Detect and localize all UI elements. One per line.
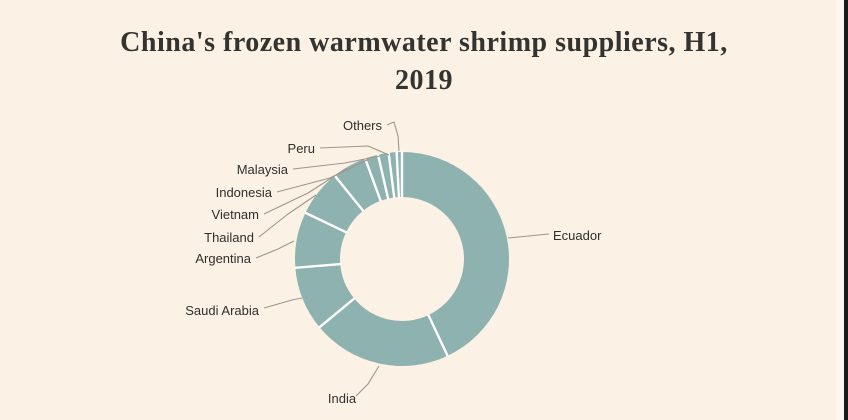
slice-separator	[294, 262, 341, 269]
slice-label-saudi-arabia: Saudi Arabia	[185, 303, 259, 318]
slice-label-argentina: Argentina	[195, 251, 251, 266]
slice-separator	[395, 151, 401, 198]
slice-label-indonesia: Indonesia	[216, 185, 273, 200]
right-edge-dark-bar	[844, 0, 848, 420]
slice-separator	[333, 174, 365, 212]
slice-label-malaysia: Malaysia	[237, 162, 289, 177]
leader-line-others	[386, 121, 400, 152]
slice-label-thailand: Thailand	[204, 230, 254, 245]
slice-separator	[363, 157, 382, 202]
page-title-line2: 2019	[395, 65, 453, 96]
right-edge-light-strip	[836, 0, 844, 420]
leader-line-argentina	[255, 240, 295, 259]
leader-line-saudi-arabia	[263, 297, 303, 309]
donut-ring	[294, 151, 510, 367]
donut-slice-indonesia	[365, 154, 389, 201]
donut-slice-thailand	[305, 175, 364, 233]
page-title-line1: China's frozen warmwater shrimp supplier…	[120, 27, 728, 58]
slice-label-ecuador: Ecuador	[553, 228, 602, 243]
leader-line-ecuador	[507, 233, 550, 239]
leader-line-peru	[319, 145, 390, 156]
donut-slice-india	[319, 298, 448, 367]
slice-separator	[304, 211, 348, 234]
slice-separator	[387, 152, 396, 199]
slice-separator	[427, 314, 449, 357]
donut-slice-ecuador	[402, 151, 510, 356]
leader-line-thailand	[258, 194, 317, 238]
slice-label-india: India	[328, 391, 357, 406]
slice-separator	[376, 153, 390, 200]
donut-slice-malaysia	[378, 152, 395, 199]
donut-slice-saudi-arabia	[295, 264, 355, 328]
slice-separator	[318, 297, 356, 329]
slice-label-others: Others	[343, 118, 383, 133]
slice-label-vietnam: Vietnam	[212, 207, 259, 222]
leader-line-india	[355, 365, 380, 397]
slice-labels: Ecuador India Saudi Arabia Argentina Tha…	[185, 118, 602, 406]
leader-lines	[255, 121, 550, 397]
leader-line-malaysia	[292, 155, 381, 170]
slice-label-peru: Peru	[288, 141, 315, 156]
page-title: China's frozen warmwater shrimp supplier…	[0, 24, 848, 100]
leader-line-indonesia	[276, 158, 370, 193]
